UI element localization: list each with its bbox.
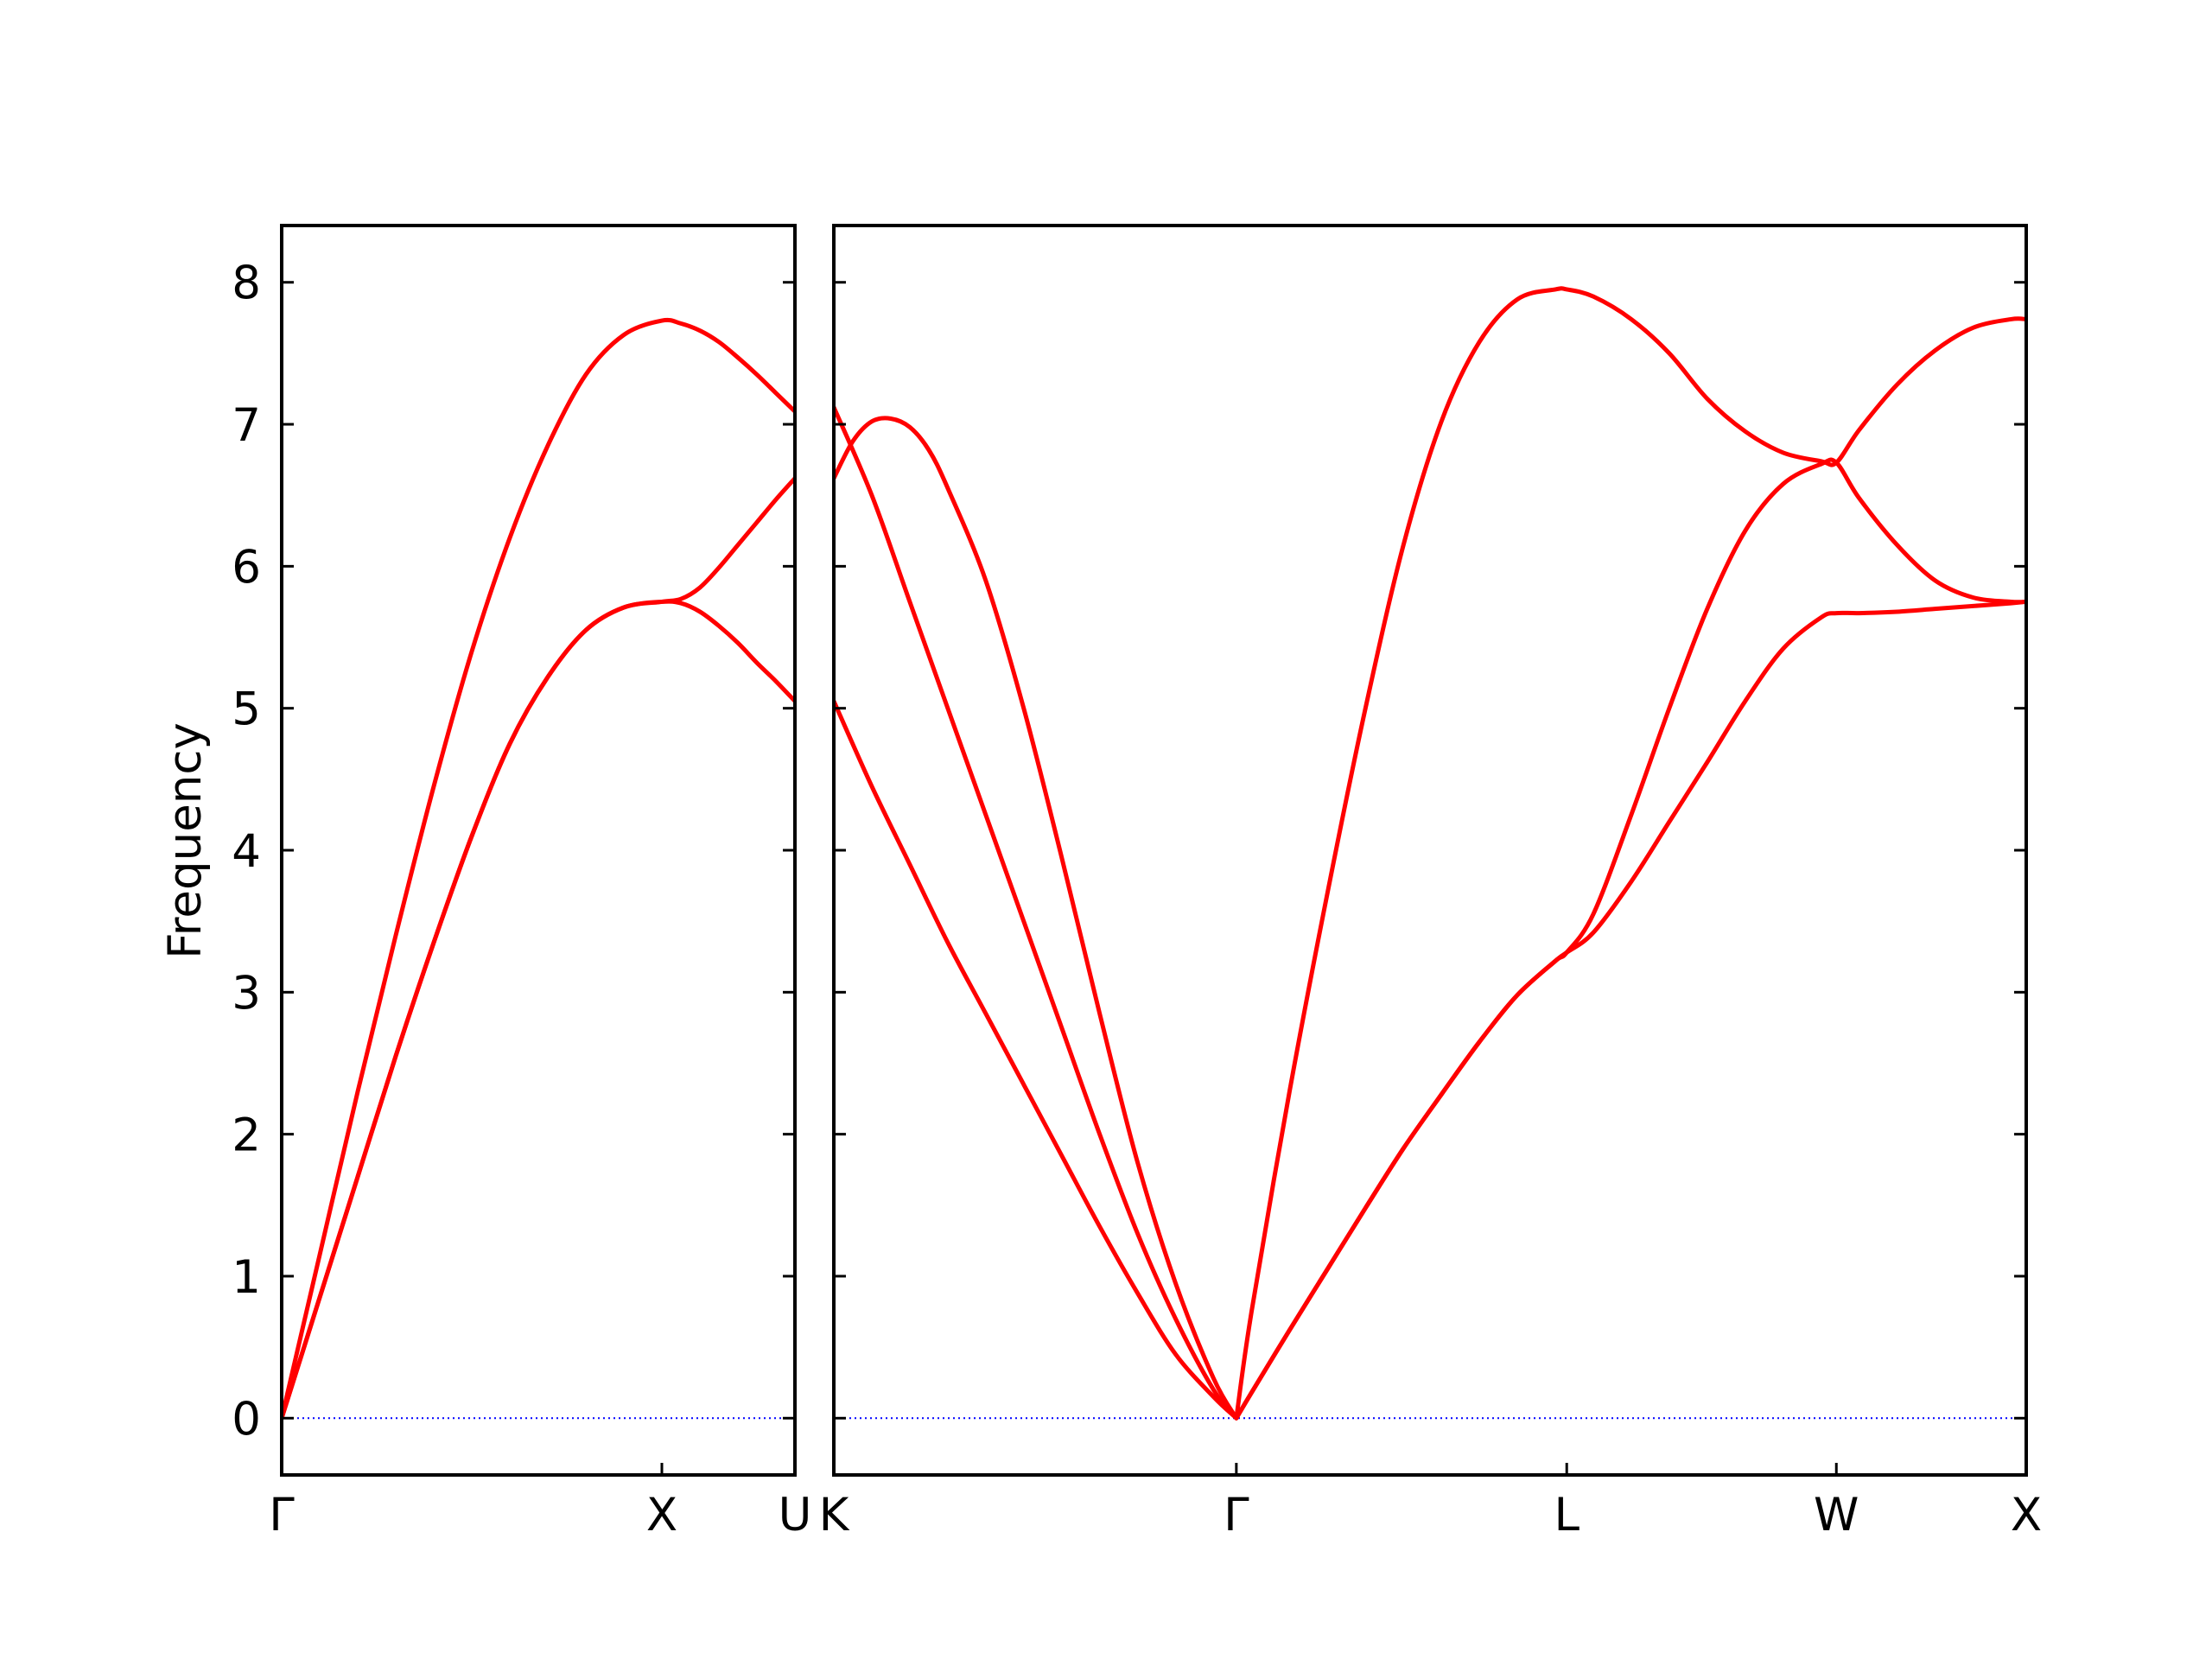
y-axis-label: Frequency (159, 722, 212, 959)
x-tick-label: X (646, 1489, 677, 1541)
x-tick-label: Γ (269, 1489, 295, 1541)
band-line-1 (834, 698, 1239, 1421)
x-tick-label: K (819, 1489, 850, 1541)
x-tick-label: Γ (1224, 1489, 1249, 1541)
band-line-2 (834, 404, 1239, 1421)
y-tick-label: 8 (232, 257, 261, 310)
x-tick-label: W (1814, 1489, 1859, 1541)
x-tick-label: U (779, 1489, 812, 1541)
y-tick-label: 3 (232, 967, 261, 1020)
y-tick-label: 4 (232, 825, 261, 878)
y-tick-label: 6 (232, 541, 261, 594)
plot-layer: Γ X U 0 1 2 3 4 5 6 7 8 K Γ L W X (232, 224, 2042, 1541)
band-line-6 (1234, 286, 2026, 1421)
y-tick-label: 7 (232, 399, 261, 452)
band-series-group (282, 317, 795, 1421)
panel-left: Γ X U 0 1 2 3 4 5 6 7 8 (232, 224, 812, 1541)
band-line-3 (282, 475, 795, 1421)
band-line-5 (1234, 457, 2026, 1421)
y-tick-label: 5 (232, 683, 261, 736)
x-tick-label: L (1554, 1489, 1580, 1541)
band-line-3 (834, 416, 1239, 1421)
x-tick-label: X (2011, 1489, 2042, 1541)
band-series-group (834, 286, 2026, 1421)
y-tick-label: 2 (232, 1109, 261, 1162)
y-tick-label: 0 (232, 1393, 261, 1446)
y-tick-label: 1 (232, 1251, 261, 1304)
band-line-1 (282, 317, 795, 1421)
